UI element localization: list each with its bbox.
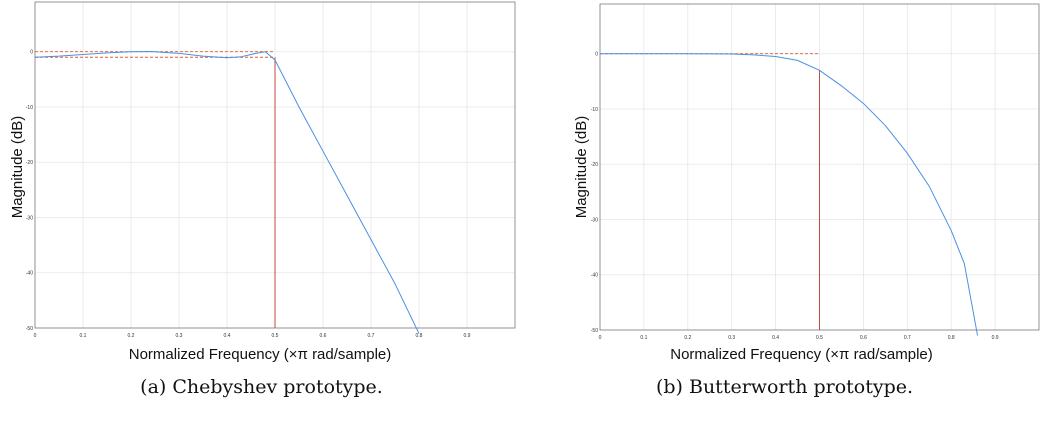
chart-panel-chebyshev: 0 0.1 0.2 0.3 0.4 0.5 0.6 0.7 0.8 0.9 0 -10 -20 -30 -4… [9, 1, 516, 398]
x-axis-label: Normalized Frequency (×π rad/sample) [670, 346, 933, 363]
chart-caption: (b) Butterworth prototype. [655, 376, 914, 398]
y-tick-label: -30 [26, 215, 33, 221]
x-axis-label: Normalized Frequency (×π rad/sample) [129, 346, 392, 363]
x-tick-label: 0.1 [640, 335, 647, 341]
y-tick-label: -50 [591, 328, 598, 334]
x-tick-label: 0.8 [416, 333, 423, 339]
chart-panel-butterworth: 0 0.1 0.2 0.3 0.4 0.5 0.6 0.7 0.8 0.9 0 -10 -20 -30 -4… [523, 0, 1046, 421]
y-tick-label: -40 [591, 273, 598, 279]
y-axis-label: Magnitude (dB) [573, 116, 590, 219]
x-tick-label: 0.7 [368, 333, 375, 339]
x-tick-label: 0.6 [860, 335, 867, 341]
y-tick-label: -50 [26, 326, 33, 332]
y-axis-label: Magnitude (dB) [9, 116, 26, 219]
x-tick-label: 0 [599, 335, 602, 341]
x-tick-label: 0.8 [948, 335, 955, 341]
chart-caption: (a) Chebyshev prototype. [140, 376, 383, 398]
y-tick-label: -40 [26, 271, 33, 277]
chart-svg-butterworth: 0 0.1 0.2 0.3 0.4 0.5 0.6 0.7 0.8 0.9 0 -10 -20 -30 -4… [573, 3, 1040, 363]
series-line-magnitude [600, 53, 979, 336]
x-tick-label: 0.9 [464, 333, 471, 339]
y-tick-label: -20 [26, 160, 33, 166]
x-tick-label: 0.2 [128, 333, 135, 339]
y-tick-label: -10 [26, 105, 33, 111]
y-tick-label: 0 [30, 50, 33, 56]
x-tick-label: 0.6 [320, 333, 327, 339]
chart-svg-chebyshev: 0 0.1 0.2 0.3 0.4 0.5 0.6 0.7 0.8 0.9 0 -10 -20 -30 -4… [9, 1, 516, 363]
x-tick-label: 0.4 [224, 333, 231, 339]
x-tick-label: 0.1 [80, 333, 87, 339]
x-tick-label: 0.3 [728, 335, 735, 341]
x-tick-label: 0 [34, 333, 37, 339]
y-tick-label: -30 [591, 217, 598, 223]
series-line-magnitude [34, 50, 420, 334]
y-tick-label: -20 [591, 162, 598, 168]
x-tick-label: 0.2 [684, 335, 691, 341]
x-tick-label: 0.3 [176, 333, 183, 339]
x-tick-label: 0.7 [904, 335, 911, 341]
x-tick-label: 0.4 [772, 335, 779, 341]
x-tick-label: 0.5 [816, 335, 823, 341]
y-tick-label: 0 [595, 52, 598, 58]
y-tick-label: -10 [591, 107, 598, 113]
x-tick-label: 0.5 [272, 333, 279, 339]
x-tick-label: 0.9 [992, 335, 999, 341]
